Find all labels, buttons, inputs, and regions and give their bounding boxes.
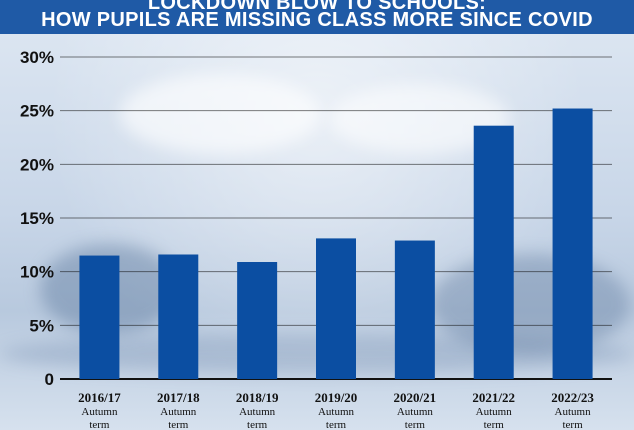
x-tick-label: 2016/17 <box>78 390 121 405</box>
chart-title-line-1: LOCKDOWN BLOW TO SCHOOLS: <box>147 0 487 14</box>
bar <box>394 240 435 379</box>
x-tick-sublabel: Autumn <box>397 406 434 418</box>
x-tick-label: 2018/19 <box>236 390 279 405</box>
y-tick-label: 20% <box>20 155 54 174</box>
x-tick-sublabel: Autumn <box>476 406 513 418</box>
x-tick-sublabel: Autumn <box>318 406 355 418</box>
x-tick-label: 2020/21 <box>394 390 437 405</box>
bar <box>158 254 199 379</box>
x-tick-sublabel: Autumn <box>555 406 592 418</box>
x-tick-sublabel: term <box>326 419 347 430</box>
chart-title: LOCKDOWN BLOW TO SCHOOLS: HOW PUPILS ARE… <box>0 0 634 34</box>
chart-title-line-2: HOW PUPILS ARE MISSING CLASS MORE SINCE … <box>41 9 593 31</box>
x-tick-sublabel: Autumn <box>239 406 276 418</box>
x-tick-label: 2019/20 <box>315 390 358 405</box>
y-tick-label: 10% <box>20 263 54 282</box>
x-tick-sublabel: Autumn <box>160 406 197 418</box>
x-tick-sublabel: term <box>89 419 110 430</box>
y-tick-label: 0 <box>45 370 54 389</box>
y-tick-label: 15% <box>20 209 54 228</box>
background-dark-blob <box>430 254 630 354</box>
bar <box>473 125 514 380</box>
background-light-blob <box>120 74 320 154</box>
x-tick-label: 2022/23 <box>551 390 594 405</box>
x-tick-label: 2017/18 <box>157 390 200 405</box>
x-tick-label: 2021/22 <box>472 390 515 405</box>
bar <box>316 238 356 379</box>
x-tick-sublabel: term <box>168 419 189 430</box>
bar <box>552 108 593 380</box>
x-tick-sublabel: term <box>405 419 426 430</box>
x-tick-sublabel: term <box>247 419 268 430</box>
y-tick-label: 5% <box>29 316 54 335</box>
x-tick-sublabel: term <box>562 419 583 430</box>
x-tick-sublabel: term <box>484 419 505 430</box>
bar <box>79 255 120 379</box>
x-tick-sublabel: Autumn <box>81 406 118 418</box>
y-tick-label: 25% <box>20 102 54 121</box>
y-tick-label: 30% <box>20 48 54 67</box>
bar <box>237 262 278 379</box>
